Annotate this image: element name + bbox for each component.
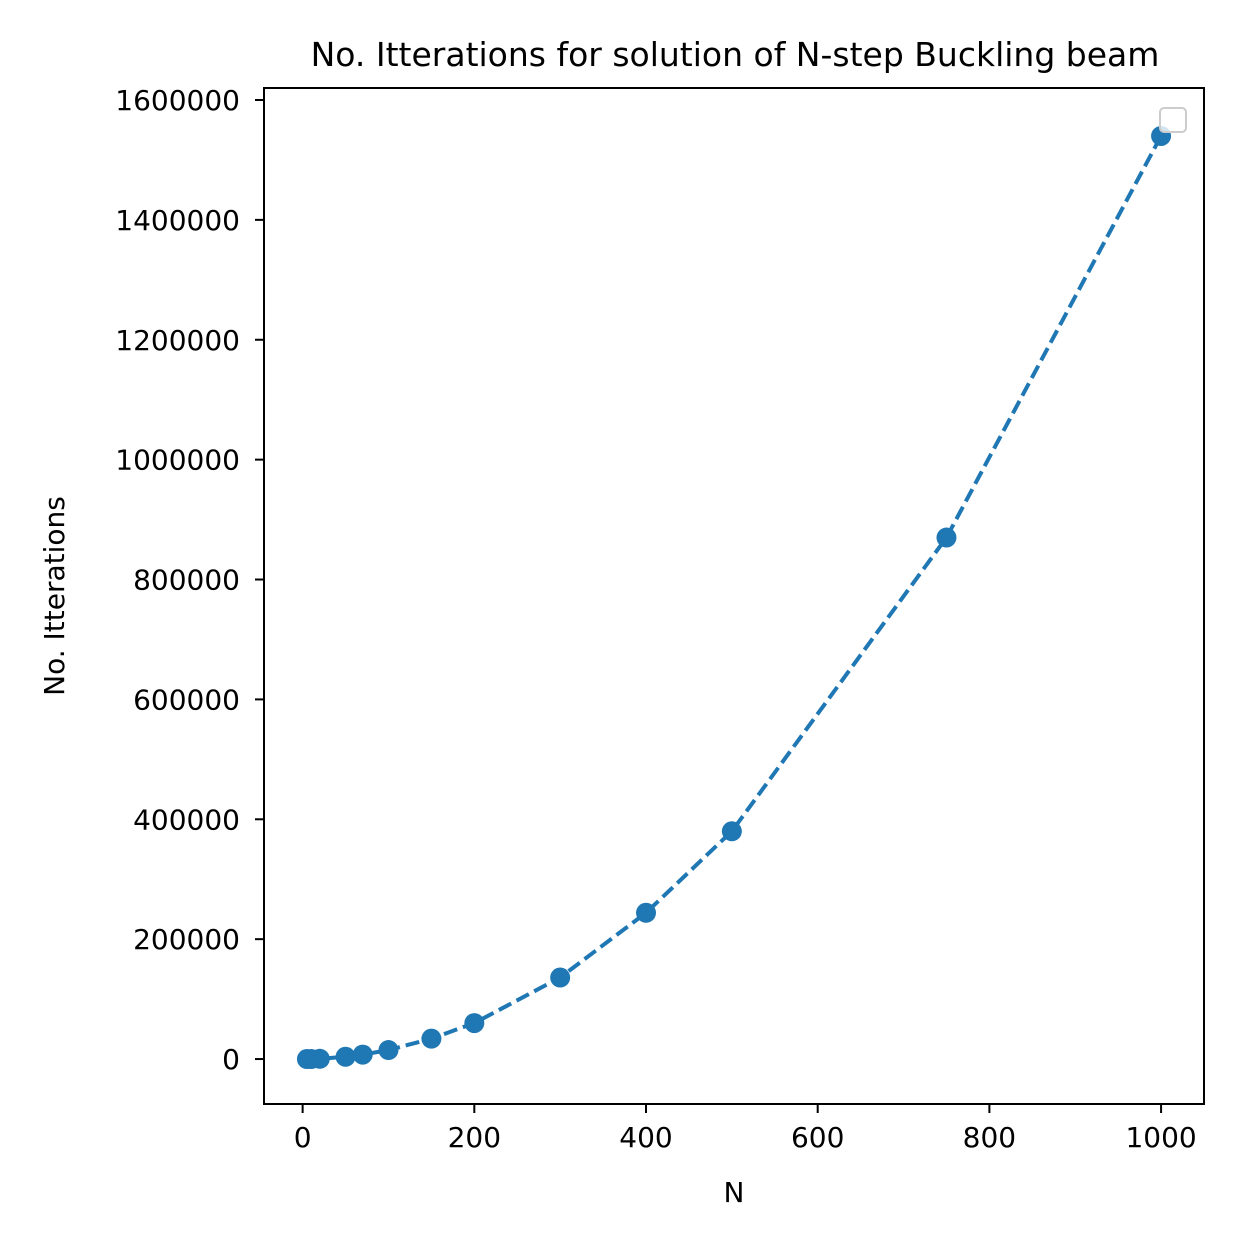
- y-axis-label: No. Itterations: [38, 496, 71, 696]
- x-tick-label: 800: [963, 1121, 1016, 1154]
- data-point: [936, 527, 957, 548]
- x-axis-label: N: [724, 1176, 745, 1209]
- data-point: [464, 1013, 485, 1034]
- x-tick-label: 1000: [1125, 1121, 1196, 1154]
- data-point: [550, 967, 571, 988]
- data-point: [378, 1040, 399, 1061]
- y-tick-label: 1600000: [115, 84, 240, 117]
- data-point: [721, 821, 742, 842]
- data-point: [352, 1044, 373, 1065]
- legend-box: [1159, 107, 1187, 133]
- chart-title: No. Itterations for solution of N-step B…: [311, 35, 1160, 74]
- x-tick-label: 400: [619, 1121, 672, 1154]
- y-tick-label: 0: [222, 1043, 240, 1076]
- y-tick-label: 1000000: [115, 444, 240, 477]
- x-tick-label: 200: [448, 1121, 501, 1154]
- data-point: [421, 1028, 442, 1049]
- y-tick-label: 400000: [133, 803, 240, 836]
- y-tick-label: 800000: [133, 564, 240, 597]
- plot-frame: [263, 87, 1205, 1105]
- y-tick-label: 1400000: [115, 204, 240, 237]
- y-tick-label: 1200000: [115, 324, 240, 357]
- y-tick-label: 200000: [133, 923, 240, 956]
- y-tick-label: 600000: [133, 683, 240, 716]
- data-point: [309, 1048, 330, 1069]
- data-point: [636, 902, 657, 923]
- data-point: [335, 1046, 356, 1067]
- x-tick-label: 600: [791, 1121, 844, 1154]
- x-tick-label: 0: [294, 1121, 312, 1154]
